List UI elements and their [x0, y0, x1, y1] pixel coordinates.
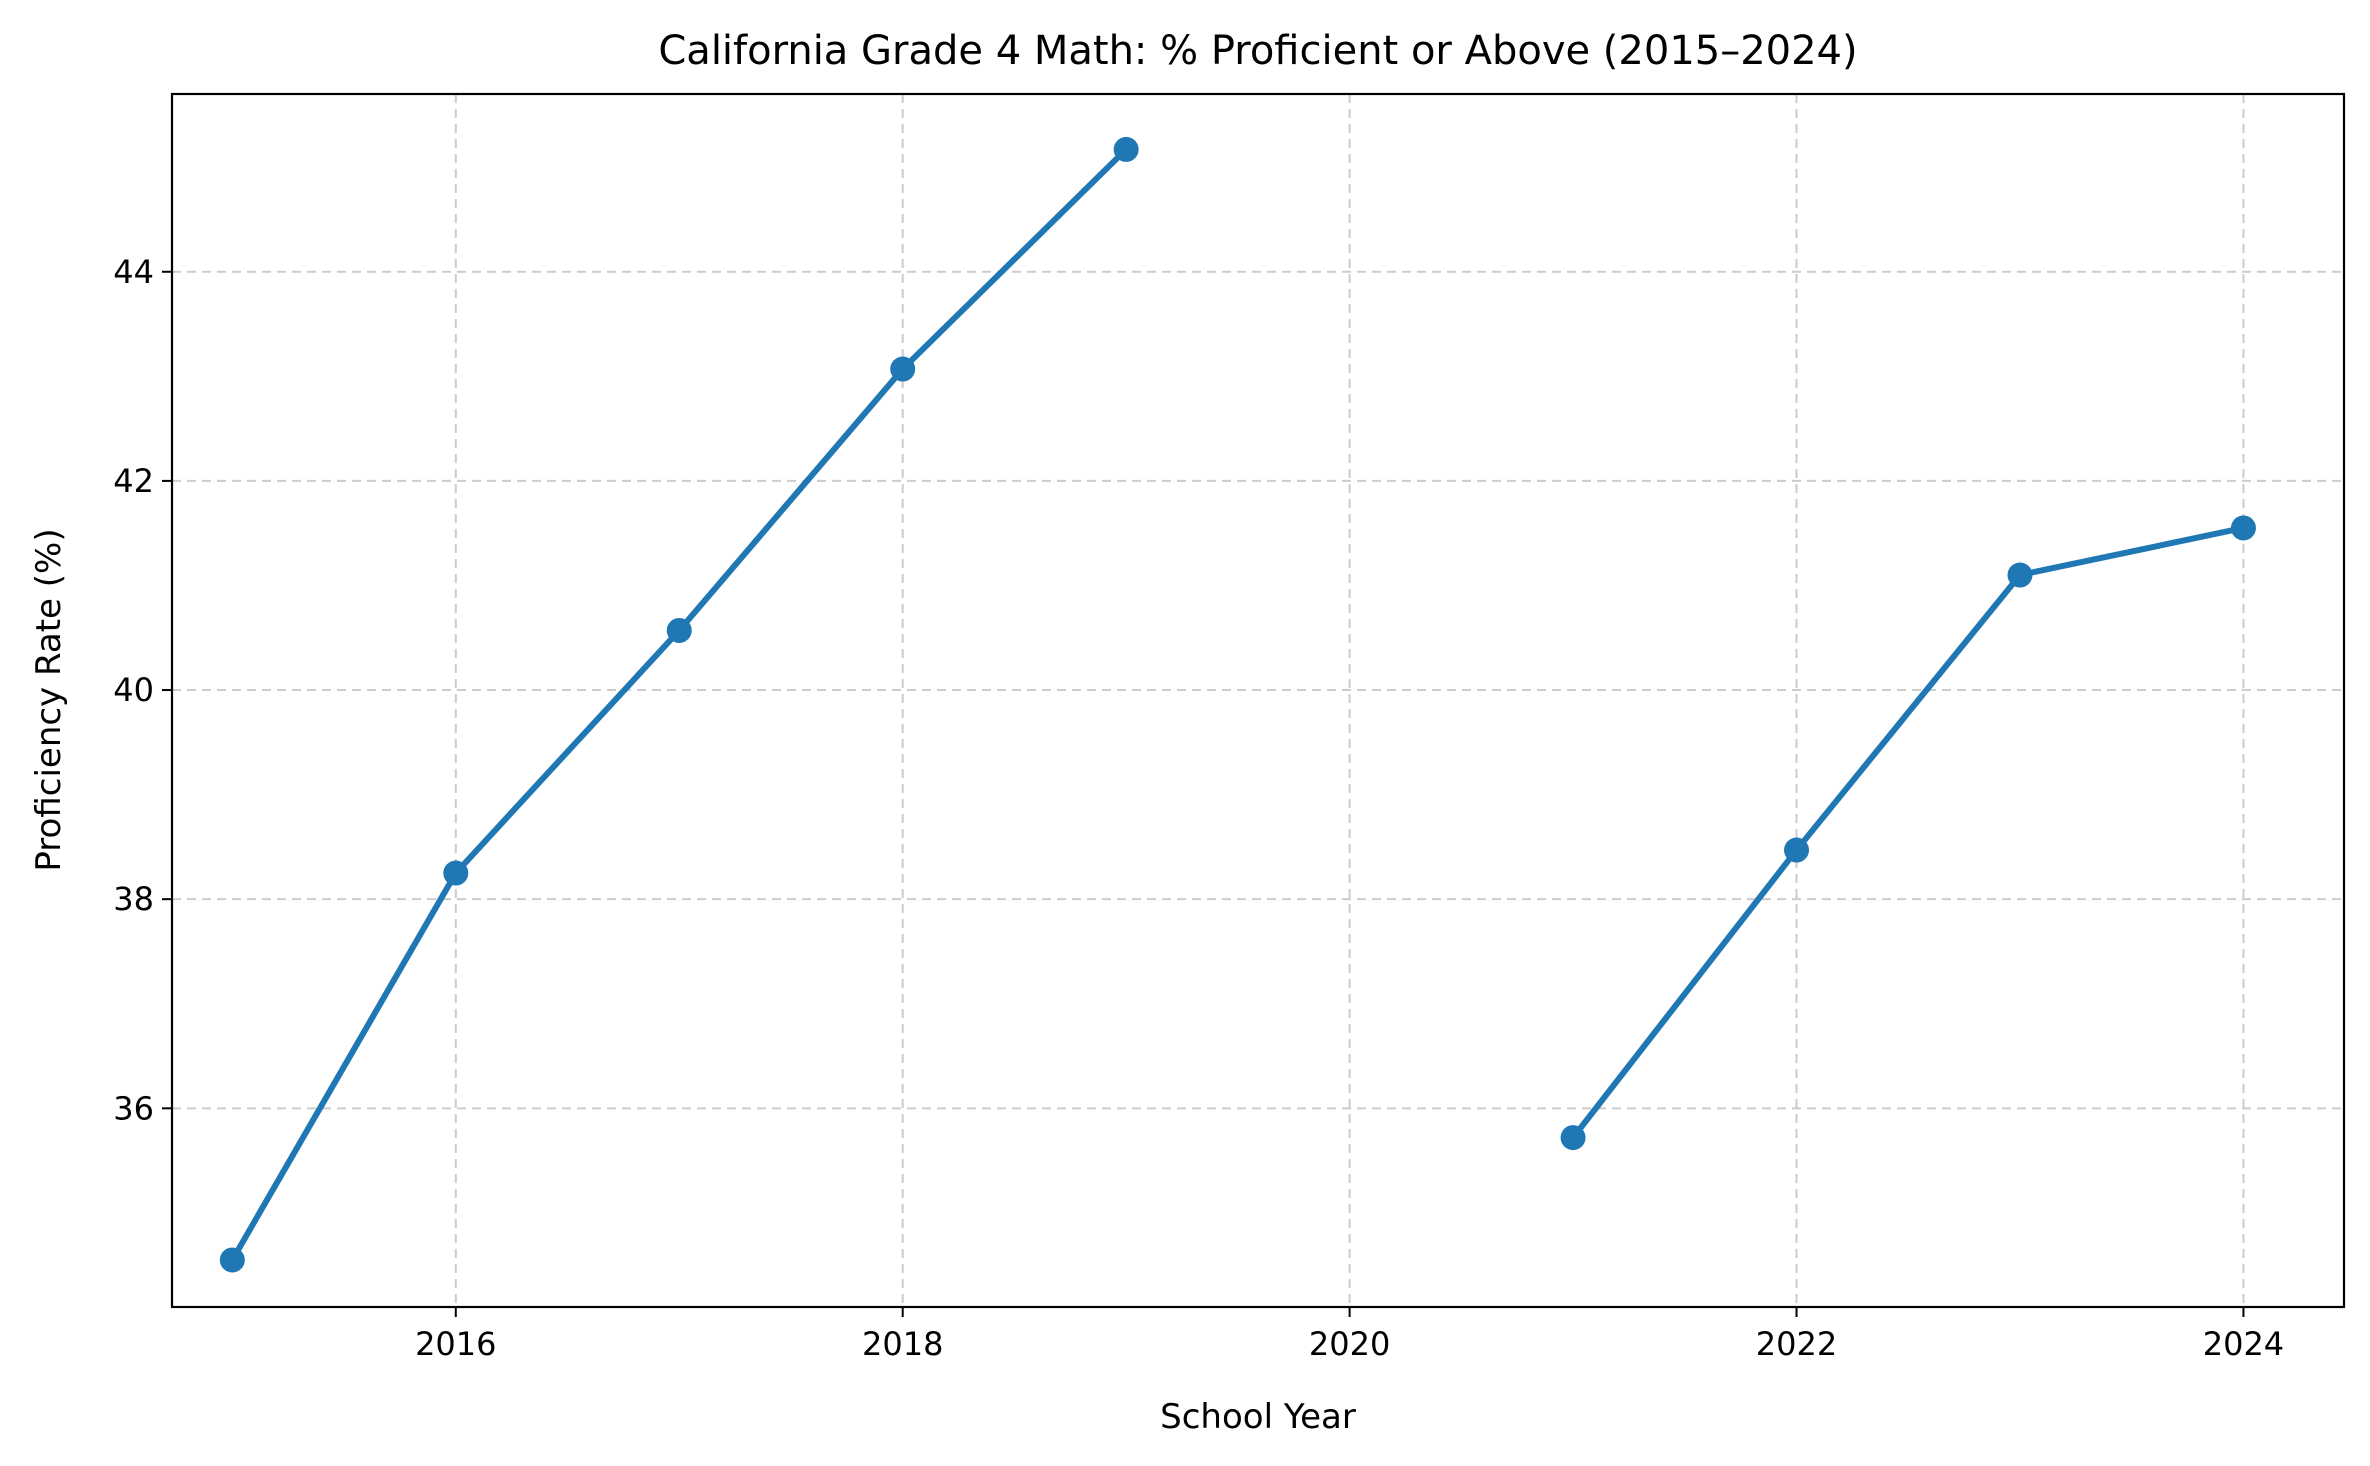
data-point — [890, 356, 916, 382]
x-tick-label: 2022 — [1756, 1325, 1837, 1363]
data-point — [1113, 136, 1139, 162]
data-point — [2007, 562, 2033, 588]
axis-ticks: 2016 2018 2020 2022 2024 36 38 40 42 44 — [113, 253, 2284, 1363]
series-line-segment-2 — [1570, 524, 2247, 1141]
y-tick-label: 42 — [113, 462, 154, 500]
y-tick-label: 36 — [113, 1089, 154, 1127]
data-point — [1560, 1125, 1586, 1151]
y-tick-label: 38 — [113, 880, 154, 918]
x-axis-label: School Year — [1160, 1397, 1356, 1437]
x-tick-label: 2024 — [2203, 1325, 2284, 1363]
x-tick-label: 2020 — [1309, 1325, 1390, 1363]
x-tick-label: 2016 — [415, 1325, 496, 1363]
data-point — [666, 617, 692, 643]
y-tick-label: 44 — [113, 253, 154, 291]
y-axis-label: Proficiency Rate (%) — [29, 528, 69, 871]
x-tick-label: 2018 — [862, 1325, 943, 1363]
grid-lines — [172, 94, 2344, 1307]
data-point — [219, 1247, 245, 1273]
data-point — [443, 860, 469, 886]
series-line-segment-1 — [229, 146, 1130, 1263]
plot-frame — [170, 92, 2346, 1309]
data-point — [1784, 837, 1810, 863]
chart-title: California Grade 4 Math: % Proficient or… — [658, 28, 1857, 74]
series-layer — [219, 136, 2256, 1273]
data-point — [2230, 515, 2256, 541]
y-tick-label: 40 — [113, 671, 154, 709]
